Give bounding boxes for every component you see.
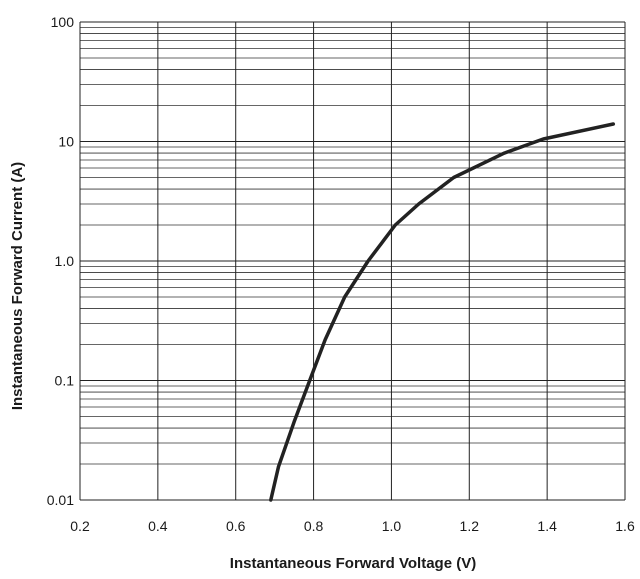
y-tick-labels: 100 10 1.0 0.1 0.01 [47,14,74,508]
x-tick-label: 0.4 [148,518,168,534]
x-tick-labels: 0.2 0.4 0.6 0.8 1.0 1.2 1.4 1.6 [70,518,635,534]
x-tick-label: 1.2 [460,518,480,534]
x-tick-label: 1.4 [537,518,557,534]
y-tick-label: 10 [58,134,74,150]
x-tick-label: 1.0 [382,518,402,534]
major-gridlines [79,21,626,501]
y-tick-label: 0.1 [55,373,75,389]
y-tick-label: 0.01 [47,492,74,508]
y-axis-title: Instantaneous Forward Current (A) [9,162,26,410]
y-tick-label: 100 [51,14,75,30]
x-axis-title: Instantaneous Forward Voltage (V) [230,555,476,572]
minor-gridlines [80,27,625,465]
x-tick-label: 1.6 [615,518,635,534]
x-tick-label: 0.2 [70,518,90,534]
y-tick-label: 1.0 [55,253,75,269]
x-tick-label: 0.8 [304,518,324,534]
x-tick-label: 0.6 [226,518,246,534]
forward-current-curve [269,122,616,502]
curve-layer [269,122,616,502]
